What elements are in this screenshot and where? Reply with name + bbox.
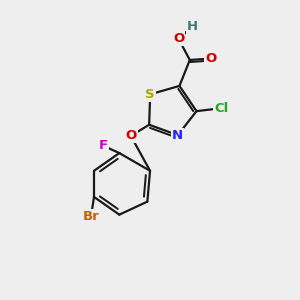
Text: F: F	[99, 139, 108, 152]
Text: O: O	[125, 129, 136, 142]
Text: H: H	[187, 20, 198, 33]
Text: O: O	[173, 32, 184, 45]
Text: Cl: Cl	[214, 102, 229, 115]
Text: N: N	[172, 129, 183, 142]
Text: O: O	[206, 52, 217, 65]
Text: Br: Br	[83, 210, 99, 223]
Text: S: S	[146, 88, 155, 101]
